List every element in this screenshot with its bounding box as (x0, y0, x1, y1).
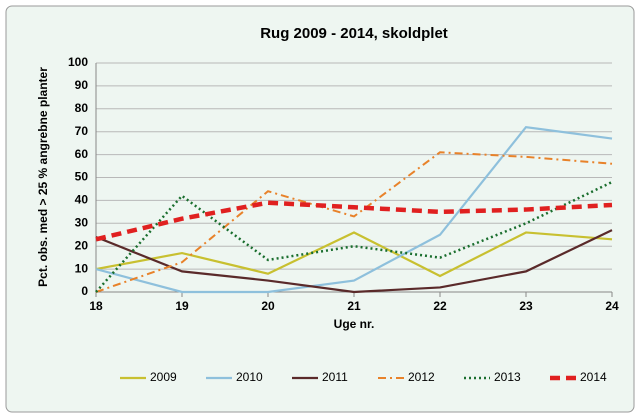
legend-label: 2013 (494, 370, 521, 384)
y-tick-label: 10 (75, 261, 89, 275)
x-tick-label: 23 (519, 299, 533, 313)
y-tick-label: 50 (75, 170, 89, 184)
chart-title: Rug 2009 - 2014, skoldplet (260, 25, 448, 42)
y-tick-label: 70 (75, 124, 89, 138)
y-tick-label: 30 (75, 215, 89, 229)
series-line (95, 231, 613, 278)
chart-frame (5, 5, 635, 413)
x-tick-label: 20 (261, 299, 275, 313)
x-tick-label: 19 (175, 299, 189, 313)
series-line (95, 229, 613, 294)
y-axis-label: Pct. obs. med > 25 % angrebne planter (36, 67, 50, 287)
y-tick-label: 60 (75, 147, 89, 161)
series-line (95, 125, 613, 294)
series-line (95, 200, 613, 242)
x-tick-label: 21 (347, 299, 361, 313)
y-tick-label: 100 (68, 55, 88, 69)
x-tick-label: 18 (89, 299, 103, 313)
x-tick-label: 24 (605, 299, 619, 313)
x-tick-label: 22 (433, 299, 447, 313)
y-tick-label: 20 (75, 238, 89, 252)
legend-label: 2012 (408, 370, 435, 384)
legend-label: 2010 (236, 370, 263, 384)
y-tick-label: 90 (75, 78, 89, 92)
legend-label: 2011 (322, 370, 348, 384)
legend-label: 2014 (580, 370, 607, 384)
y-tick-label: 80 (75, 101, 89, 115)
x-axis-label: Uge nr. (334, 317, 375, 331)
y-tick-label: 0 (81, 284, 88, 298)
series-line (95, 151, 613, 293)
y-tick-label: 40 (75, 193, 89, 207)
legend-label: 2009 (150, 370, 177, 384)
